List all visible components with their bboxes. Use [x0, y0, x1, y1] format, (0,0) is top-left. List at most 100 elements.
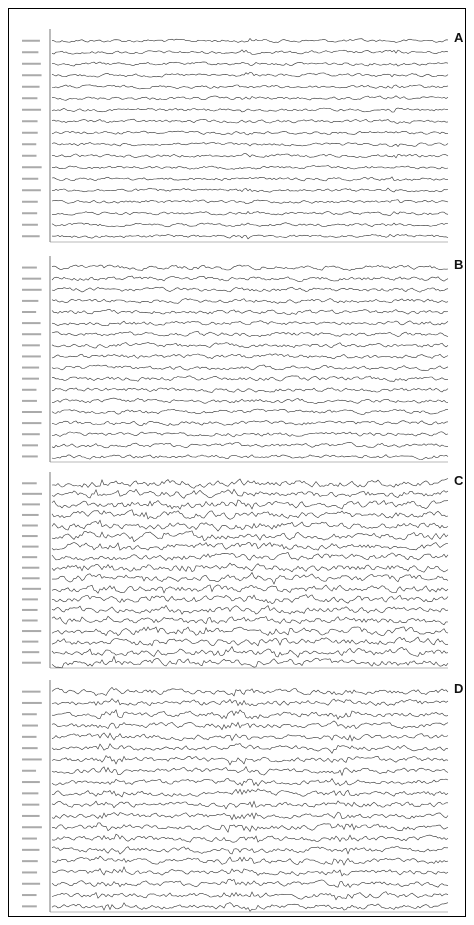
channel-label — [22, 566, 40, 569]
eeg-trace — [51, 298, 449, 304]
eeg-trace — [51, 866, 449, 877]
eeg-trace — [51, 686, 449, 697]
channel-label — [22, 545, 39, 548]
channel-label — [22, 277, 42, 280]
channel-label — [22, 154, 37, 157]
eeg-trace — [51, 584, 449, 594]
eeg-trace — [51, 441, 448, 449]
eeg-trace — [51, 709, 449, 720]
channel-label — [22, 608, 38, 611]
channel-label — [22, 455, 38, 458]
channel-label — [22, 587, 42, 590]
eeg-trace — [51, 84, 449, 90]
eeg-trace — [51, 107, 449, 113]
channel-label — [22, 690, 41, 693]
eeg-trace — [51, 95, 449, 101]
channel-label — [22, 882, 41, 885]
panel-label: D — [454, 681, 463, 696]
channel-label — [22, 288, 42, 291]
channel-label — [22, 769, 37, 772]
channel-label — [22, 482, 37, 485]
channel-label — [22, 735, 37, 738]
eeg-trace — [51, 222, 449, 228]
channel-label — [22, 701, 42, 704]
panel-label: A — [454, 30, 464, 45]
eeg-trace — [51, 211, 449, 217]
channel-label — [22, 62, 41, 65]
eeg-trace — [51, 234, 449, 240]
channel-label — [22, 792, 39, 795]
channel-label — [22, 131, 38, 134]
channel-label — [22, 826, 42, 829]
eeg-trace — [51, 655, 449, 669]
channel-label — [22, 894, 37, 897]
channel-label — [22, 747, 38, 750]
eeg-trace — [51, 153, 449, 159]
channel-label — [22, 322, 41, 325]
eeg-trace — [51, 165, 449, 170]
eeg-trace — [51, 61, 449, 67]
eeg-trace — [51, 562, 449, 573]
eeg-trace — [51, 420, 449, 427]
eeg-trace — [51, 765, 449, 777]
eeg-trace — [51, 878, 449, 889]
eeg-trace — [51, 552, 449, 561]
channel-label — [22, 377, 39, 380]
eeg-trace — [51, 720, 449, 731]
eeg-trace — [51, 364, 449, 371]
channel-label — [22, 535, 38, 538]
eeg-trace — [51, 49, 449, 55]
channel-label — [22, 556, 38, 559]
channel-label — [22, 598, 38, 601]
eeg-trace — [51, 499, 449, 510]
channel-label — [22, 108, 42, 111]
eeg-trace — [51, 199, 449, 205]
eeg-trace — [51, 604, 449, 615]
channel-label — [22, 640, 39, 643]
channel-label — [22, 177, 39, 180]
channel-label — [22, 200, 38, 203]
channel-label — [22, 524, 38, 527]
channel-label — [22, 871, 38, 874]
eeg-trace — [51, 118, 449, 124]
channel-label — [22, 577, 40, 580]
channel-label — [22, 619, 38, 622]
eeg-trace — [51, 275, 449, 282]
eeg-trace — [51, 615, 449, 626]
eeg-trace — [51, 309, 449, 315]
eeg-trace — [51, 855, 449, 866]
eeg-trace — [51, 891, 449, 901]
channel-label — [22, 814, 40, 817]
channel-label — [22, 724, 38, 727]
channel-label — [22, 758, 42, 761]
channel-label — [22, 97, 38, 100]
panel-label: C — [454, 473, 464, 488]
channel-label — [22, 803, 40, 806]
eeg-trace — [51, 176, 448, 182]
channel-label — [22, 266, 37, 269]
eeg-trace — [51, 626, 449, 637]
channel-label — [22, 513, 39, 516]
channel-label — [22, 781, 40, 784]
eeg-trace — [51, 743, 449, 754]
eeg-trace — [51, 732, 449, 742]
channel-label — [22, 848, 40, 851]
channel-label — [22, 837, 37, 840]
channel-label — [22, 311, 37, 313]
eeg-trace — [51, 777, 449, 787]
channel-label — [22, 51, 39, 54]
channel-label — [22, 422, 42, 425]
channel-label — [22, 860, 38, 863]
channel-label — [22, 503, 40, 506]
channel-label — [22, 344, 40, 347]
eeg-trace — [51, 645, 449, 658]
channel-label — [22, 366, 40, 369]
eeg-trace — [51, 636, 449, 647]
eeg-trace — [51, 286, 449, 293]
channel-label — [22, 651, 40, 654]
eeg-trace — [51, 71, 449, 78]
channel-label — [22, 39, 40, 42]
eeg-trace — [51, 833, 449, 843]
eeg-trace — [51, 542, 449, 551]
